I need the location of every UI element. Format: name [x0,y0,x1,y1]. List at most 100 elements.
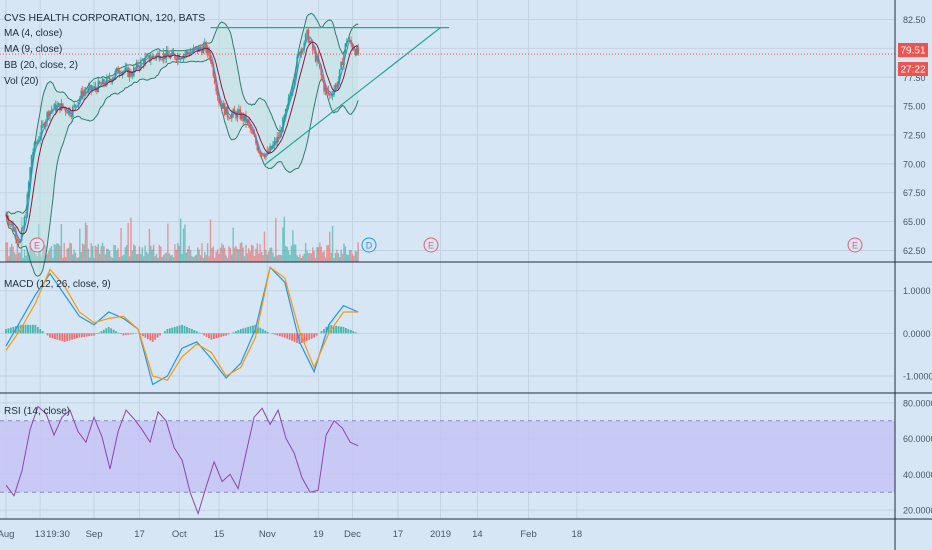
candle-body-33 [52,109,54,111]
candle-body-204 [294,71,297,80]
rsi-label[interactable]: RSI (14, close) [4,406,70,417]
volume-bar-60 [90,243,92,262]
volume-bar-94 [138,246,141,262]
macd-hist-19-1 [286,333,289,339]
volume-bar-201 [290,245,293,262]
macd-hist-21-5 [325,326,328,334]
volume-bar-30 [47,251,50,262]
volume-bar-147 [214,257,216,262]
volume-bar-131 [191,256,193,262]
volume-bar-99 [145,251,148,262]
volume-bar-108 [158,244,161,262]
volume-bar-219 [316,247,318,262]
volume-bar-130 [189,249,192,262]
volume-bar-127 [185,252,188,262]
volume-bar-105 [154,255,156,262]
candle-body-203 [293,79,296,86]
volume-bar-103 [151,249,153,262]
candle-body-194 [280,130,283,132]
candle-body-87 [128,70,131,77]
candle-body-25 [40,125,43,137]
candle-body-78 [115,67,118,72]
macd-hist-9-3 [144,333,147,338]
price-tick-3: 70.00 [903,159,926,169]
candle-body-216 [311,41,314,50]
candle-body-41 [63,107,66,109]
macd-hist-16-0 [239,329,242,334]
candle-body-14 [25,216,27,218]
candle-body-83 [123,71,125,72]
volume-bar-168 [243,256,246,262]
volume-bar-74 [110,256,112,262]
volume-bar-110 [161,256,163,262]
volume-bar-7 [15,254,17,262]
volume-bar-120 [175,249,178,262]
volume-bar-230 [331,225,334,262]
volume-bar-224 [323,250,325,262]
macd-hist-23-2 [347,329,350,334]
candle-body-93 [137,62,139,68]
macd-label[interactable]: MACD (12, 26, close, 9) [4,279,111,290]
candle-body-5 [12,224,14,232]
candle-body-100 [147,54,149,56]
candle-body-170 [246,119,249,123]
volume-bar-6 [13,252,16,262]
volume-bar-137 [199,255,202,262]
candle-body-81 [120,73,122,75]
macd-hist-20-3 [305,333,308,341]
volume-bar-48 [73,249,75,262]
candle-body-35 [54,104,57,112]
volume-bar-8 [16,244,19,262]
volume-bar-9 [18,252,20,262]
candle-body-122 [178,55,181,60]
indicator-vol[interactable]: Vol (20) [4,76,38,87]
volume-bar-162 [235,246,237,262]
volume-bar-101 [148,228,151,262]
volume-bar-1 [6,242,9,262]
candle-body-20 [33,142,36,153]
volume-bar-220 [317,247,320,262]
candle-body-222 [320,67,323,76]
candle-body-64 [96,88,98,92]
volume-bar-190 [275,217,277,262]
candle-body-109 [159,59,162,61]
volume-bar-218 [314,257,317,262]
volume-bar-191 [276,255,278,262]
volume-bar-232 [334,253,337,262]
time-tick-1: 13 [35,529,46,540]
candle-body-37 [57,103,60,106]
candle-body-209 [301,48,304,50]
volume-bar-177 [256,243,259,262]
candle-body-150 [218,95,220,104]
macd-hist-16-1 [242,328,245,334]
volume-bar-20 [33,248,36,262]
countdown-value: 27:22 [900,65,925,76]
macd-hist-18-4 [279,333,281,337]
volume-bar-156 [226,257,229,262]
macd-hist-1-2 [24,324,27,334]
trendlines[interactable] [0,27,895,166]
candle-body-86 [127,67,129,77]
candle-body-6 [13,230,16,232]
candle-body-140 [204,42,206,46]
volume-bar-187 [270,247,273,262]
candle-body-13 [23,217,26,227]
candle-body-144 [209,55,212,62]
candle-body-58 [87,87,90,92]
candle-body-128 [186,51,189,54]
indicator-ma4[interactable]: MA (4, close) [4,28,62,39]
macd-hist-3-4 [58,333,61,341]
indicator-ma9[interactable]: MA (9, close) [4,44,62,55]
candle-body-237 [341,61,344,65]
volume-bar-92 [135,254,138,262]
price-tick-5: 75.00 [903,102,926,112]
volume-bar-154 [223,247,226,262]
candle-body-175 [253,134,256,137]
macd-hist-23-0 [342,326,345,334]
macd-hist-4-0 [63,333,66,342]
event-marker-2 [423,237,439,253]
candle-body-132 [192,48,195,52]
indicator-bb[interactable]: BB (20, close, 2) [4,60,78,71]
volume-bar-214 [309,253,311,262]
